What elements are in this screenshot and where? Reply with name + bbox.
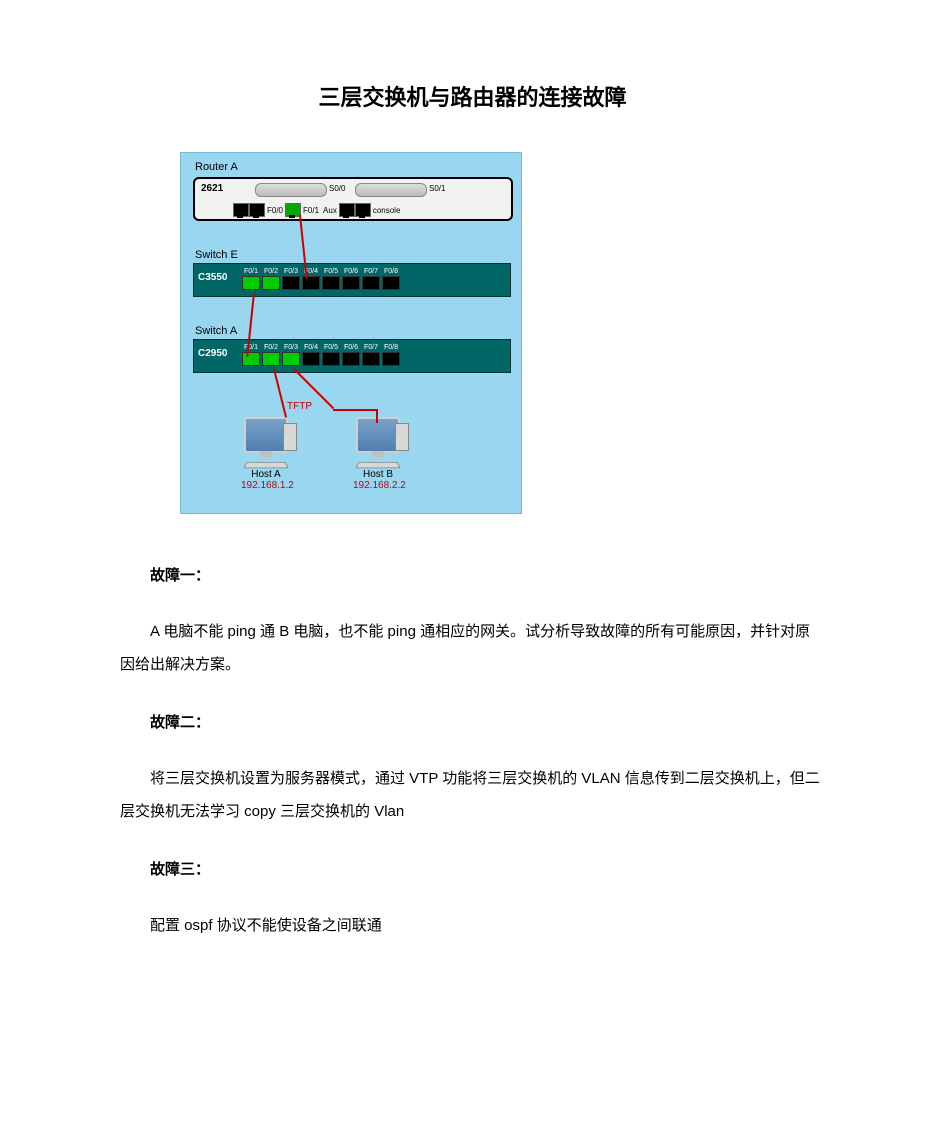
document-page: 三层交换机与路由器的连接故障 Router A 2621 S0/0 S0/1 F… (0, 0, 945, 1012)
sw-port-label: F0/3 (284, 344, 298, 352)
sw-port-label: F0/6 (344, 268, 358, 276)
router-console-port (355, 203, 371, 217)
router-port-label: Aux (323, 206, 337, 215)
monitor-icon (244, 417, 288, 453)
switch-a-ports: F0/1 F0/2 F0/3 F0/4 F0/5 F0/6 F0/7 F0/8 (242, 344, 402, 366)
page-title: 三层交换机与路由器的连接故障 (120, 80, 825, 112)
network-diagram: Router A 2621 S0/0 S0/1 F0/0 F0/1 Aux co… (180, 152, 522, 514)
sw-port (282, 276, 300, 290)
host-b-name: Host B (353, 469, 403, 480)
diagram-container: Router A 2621 S0/0 S0/1 F0/0 F0/1 Aux co… (180, 152, 825, 514)
sw-port-label: F0/8 (384, 344, 398, 352)
switch-e-ports: F0/1 F0/2 F0/3 F0/4 F0/5 F0/6 F0/7 F0/8 (242, 268, 402, 290)
sw-port (342, 352, 360, 366)
router-port-label: console (373, 206, 401, 215)
sw-port (382, 276, 400, 290)
cable-switcha-hostb-drop (376, 409, 378, 423)
sw-port-label: F0/1 (244, 268, 258, 276)
sw-port-label: F0/8 (384, 268, 398, 276)
sw-port-label: F0/5 (324, 268, 338, 276)
serial-port-1 (355, 183, 427, 197)
sw-port (382, 352, 400, 366)
fault3-text: 配置 ospf 协议不能使设备之间联通 (120, 909, 825, 942)
sw-port-label: F0/7 (364, 268, 378, 276)
sw-port (322, 352, 340, 366)
sw-port (282, 352, 300, 366)
switch-e-label: Switch E (195, 249, 238, 261)
sw-port (262, 276, 280, 290)
sw-port (242, 276, 260, 290)
switch-e-chassis: C3550 F0/1 F0/2 F0/3 F0/4 F0/5 F0/6 F0/7… (193, 263, 511, 297)
router-chassis: 2621 S0/0 S0/1 F0/0 F0/1 Aux console (193, 177, 513, 221)
sw-port-label: F0/6 (344, 344, 358, 352)
switch-a-model: C2950 (198, 348, 227, 359)
fault1-text: A 电脑不能 ping 通 B 电脑，也不能 ping 通相应的网关。试分析导致… (120, 615, 825, 681)
host-a-name: Host A (241, 469, 291, 480)
router-port-label: F0/0 (267, 206, 283, 215)
sw-port (322, 276, 340, 290)
serial-port-0 (255, 183, 327, 197)
monitor-icon (356, 417, 400, 453)
host-b-ip: 192.168.2.2 (353, 480, 403, 491)
switch-e-model: C3550 (198, 272, 227, 283)
sw-port-label: F0/4 (304, 344, 318, 352)
sw-port-label: F0/7 (364, 344, 378, 352)
fault2-heading: 故障二： (150, 711, 825, 732)
router-eth-port (249, 203, 265, 217)
sw-port-label: F0/2 (264, 268, 278, 276)
sw-port (242, 352, 260, 366)
serial-label-0: S0/0 (329, 184, 345, 193)
sw-port-label: F0/5 (324, 344, 338, 352)
cable-switcha-hosta (273, 369, 287, 418)
router-label: Router A (195, 161, 238, 173)
sw-port-label: F0/3 (284, 268, 298, 276)
cable-switcha-hostb-horiz (333, 409, 377, 411)
router-model: 2621 (201, 183, 223, 194)
tower-icon (395, 423, 409, 451)
keyboard-icon (356, 462, 401, 468)
fault1-heading: 故障一： (150, 564, 825, 585)
host-a-ip: 192.168.1.2 (241, 480, 291, 491)
sw-port (342, 276, 360, 290)
fault3-heading: 故障三： (150, 858, 825, 879)
router-port-label: F0/1 (303, 206, 319, 215)
sw-port (262, 352, 280, 366)
host-a: Host A 192.168.1.2 (241, 417, 291, 491)
router-port-row: F0/0 F0/1 Aux console (233, 203, 402, 217)
sw-port (362, 352, 380, 366)
tower-icon (283, 423, 297, 451)
switch-a-label: Switch A (195, 325, 237, 337)
router-eth-port (233, 203, 249, 217)
sw-port (302, 352, 320, 366)
switch-a-chassis: C2950 F0/1 F0/2 F0/3 F0/4 F0/5 F0/6 F0/7… (193, 339, 511, 373)
host-b: Host B 192.168.2.2 (353, 417, 403, 491)
sw-port-label: F0/2 (264, 344, 278, 352)
router-aux-port (339, 203, 355, 217)
keyboard-icon (244, 462, 289, 468)
serial-label-1: S0/1 (429, 184, 445, 193)
tftp-label: TFTP (287, 401, 312, 412)
fault2-text: 将三层交换机设置为服务器模式，通过 VTP 功能将三层交换机的 VLAN 信息传… (120, 762, 825, 828)
sw-port (362, 276, 380, 290)
